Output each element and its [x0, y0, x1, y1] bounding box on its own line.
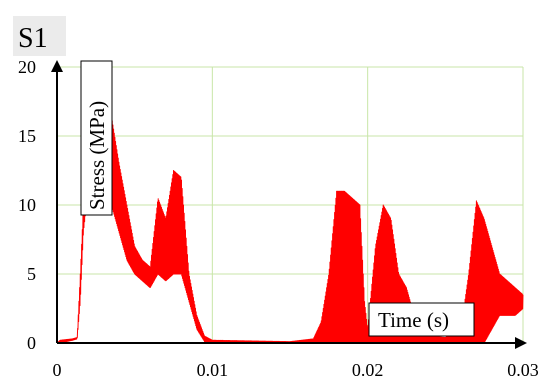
x-axis-label: Time (s) [378, 308, 449, 332]
y-tick-label: 20 [18, 57, 36, 77]
x-label-box [368, 302, 475, 337]
y-axis-label: Stress (MPa) [85, 101, 109, 210]
y-label-box [80, 60, 113, 216]
x-tick-labels: 0 0.01 0.02 0.03 [53, 360, 539, 380]
y-tick-label: 10 [18, 195, 36, 215]
chart-badge-bg [13, 16, 66, 56]
y-axis-arrow-icon [51, 60, 63, 72]
x-tick-label: 0.01 [197, 360, 229, 380]
x-tick-label: 0.02 [352, 360, 384, 380]
x-axis-arrow-icon [515, 337, 527, 349]
x-tick-label: 0 [53, 360, 62, 380]
axes [51, 60, 527, 349]
stress-line [56, 107, 524, 344]
y-tick-label: 0 [27, 333, 36, 353]
chart-badge: S1 [18, 23, 48, 54]
series-stress [56, 107, 524, 344]
y-tick-label: 5 [27, 264, 36, 284]
x-tick-label: 0.03 [507, 360, 539, 380]
y-tick-label: 15 [18, 126, 36, 146]
y-tick-labels: 0 5 10 15 20 [18, 57, 36, 353]
